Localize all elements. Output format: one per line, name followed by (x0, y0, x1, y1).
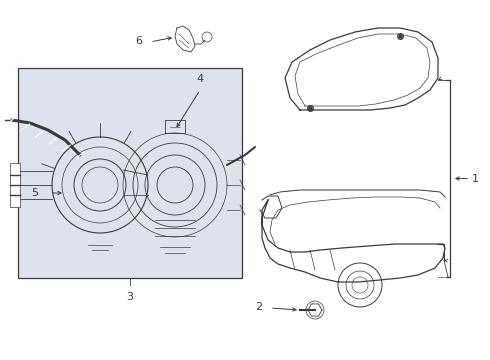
Text: 4: 4 (196, 74, 203, 84)
Bar (10, 163, 20, 207)
Bar (18, 68, 242, 278)
Text: 2: 2 (255, 302, 262, 312)
Text: 1: 1 (472, 174, 479, 184)
Text: 3: 3 (126, 292, 133, 302)
Text: 6: 6 (135, 36, 142, 46)
Text: 5: 5 (31, 188, 38, 198)
